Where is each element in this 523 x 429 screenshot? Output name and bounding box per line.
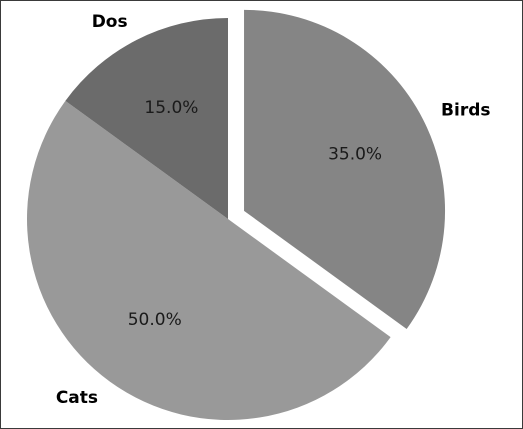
pie-slice-cats [26,100,391,420]
pie-category-label-birds: Birds [441,100,490,120]
pie-slices [26,9,446,420]
pie-category-label-cats: Cats [56,388,98,408]
pie-value-label-dos: 15.0% [144,98,198,118]
pie-slice-birds [244,9,446,329]
pie-category-label-dos: Dos [92,12,128,32]
pie-slice-dos [65,18,229,219]
pie-labels: 35.0% Birds 50.0% Cats 15.0% Dos [56,12,491,408]
pie-value-label-cats: 50.0% [128,310,182,330]
pie-value-label-birds: 35.0% [328,144,382,164]
